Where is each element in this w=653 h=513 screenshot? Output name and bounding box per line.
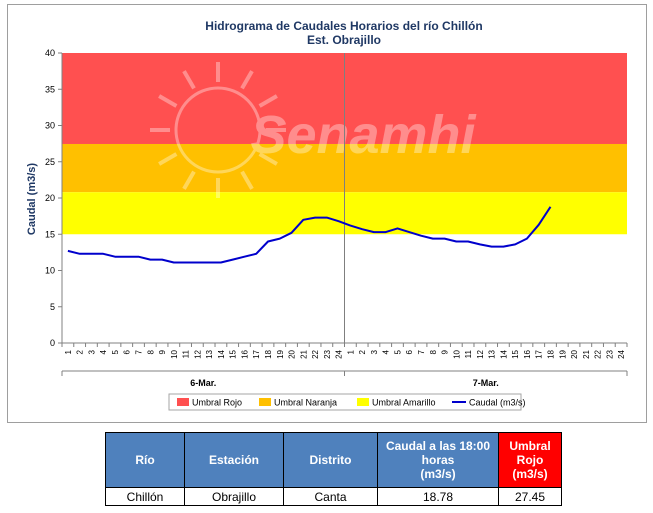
y-tick-label: 40 — [45, 48, 55, 58]
x-tick-label: 2 — [358, 349, 367, 354]
y-axis-label: Caudal (m3/s) — [26, 163, 38, 235]
header-caudal-unit: (m3/s) — [420, 467, 456, 481]
cell-rio: Chillón — [105, 487, 185, 506]
x-tick-label: 4 — [99, 349, 108, 354]
legend-box — [168, 393, 522, 411]
x-tick-label: 24 — [335, 349, 344, 358]
x-tick-label: 3 — [87, 349, 96, 354]
x-tick-label: 4 — [382, 349, 391, 354]
x-tick-label: 9 — [441, 349, 450, 354]
y-tick-label: 35 — [45, 84, 55, 94]
legend-label: Caudal (m3/s) — [469, 398, 526, 408]
x-tick-label: 9 — [158, 349, 167, 354]
x-tick-label: 12 — [476, 349, 485, 358]
x-tick-label: 1 — [346, 349, 355, 354]
chart-frame: Hidrograma de Caudales Horarios del río … — [7, 4, 647, 423]
x-tick-label: 6 — [405, 349, 414, 354]
x-tick-label: 23 — [605, 349, 614, 358]
y-tick-label: 20 — [45, 193, 55, 203]
x-tick-label: 5 — [111, 349, 120, 354]
x-tick-label: 19 — [558, 349, 567, 358]
legend-swatch — [259, 398, 271, 406]
y-tick-label: 30 — [45, 121, 55, 131]
x-tick-label: 10 — [170, 349, 179, 358]
x-tick-label: 22 — [311, 349, 320, 358]
x-tick-label: 17 — [535, 349, 544, 358]
x-tick-label: 2 — [76, 349, 85, 354]
legend-swatch — [177, 398, 189, 406]
header-umbral-rojo: Umbral Rojo (m3/s) — [498, 432, 562, 488]
y-tick-label: 5 — [50, 302, 55, 312]
header-caudal: Caudal a las 18:00 horas (m3/s) — [377, 432, 499, 488]
x-tick-label: 1 — [64, 349, 73, 354]
legend-label: Umbral Rojo — [192, 398, 242, 408]
x-tick-label: 15 — [229, 349, 238, 358]
x-tick-label: 20 — [570, 349, 579, 358]
x-tick-label: 18 — [264, 349, 273, 358]
senamhi-watermark: Senamhi — [150, 62, 477, 198]
x-tick-label: 14 — [217, 349, 226, 358]
x-tick-label: 11 — [464, 349, 473, 358]
x-tick-label: 22 — [594, 349, 603, 358]
x-tick-label: 13 — [205, 349, 214, 358]
y-tick-label: 10 — [45, 266, 55, 276]
cell-distrito: Canta — [283, 487, 378, 506]
x-tick-label: 3 — [370, 349, 379, 354]
x-tick-label: 21 — [299, 349, 308, 358]
day-label: 6-Mar. — [190, 378, 216, 388]
y-tick-label: 15 — [45, 229, 55, 239]
watermark-text: Senamhi — [250, 105, 476, 165]
chart-subtitle: Est. Obrajillo — [307, 33, 381, 47]
header-distrito: Distrito — [283, 432, 378, 488]
x-tick-label: 13 — [488, 349, 497, 358]
cell-umbral-rojo: 27.45 — [498, 487, 562, 506]
chart-title: Hidrograma de Caudales Horarios del río … — [205, 19, 482, 33]
x-tick-label: 8 — [146, 349, 155, 354]
summary-table: Río Estación Distrito Caudal a las 18:00… — [105, 432, 562, 506]
hydrograph-chart: Hidrograma de Caudales Horarios del río … — [26, 19, 628, 411]
table-row: Chillón Obrajillo Canta 18.78 27.45 — [105, 487, 562, 506]
header-rio: Río — [105, 432, 185, 488]
y-tick-label: 25 — [45, 157, 55, 167]
x-tick-label: 5 — [393, 349, 402, 354]
x-tick-label: 23 — [323, 349, 332, 358]
header-umbral-unit: (m3/s) — [512, 467, 548, 481]
x-tick-label: 19 — [276, 349, 285, 358]
x-tick-label: 17 — [252, 349, 261, 358]
x-tick-label: 6 — [123, 349, 132, 354]
x-tick-label: 7 — [417, 349, 426, 354]
cell-caudal: 18.78 — [377, 487, 499, 506]
legend-swatch — [357, 398, 369, 406]
x-tick-label: 12 — [193, 349, 202, 358]
x-tick-label: 15 — [511, 349, 520, 358]
x-tick-label: 16 — [523, 349, 532, 358]
x-tick-label: 18 — [546, 349, 555, 358]
x-tick-label: 21 — [582, 349, 591, 358]
y-tick-label: 0 — [50, 338, 55, 348]
x-tick-label: 10 — [452, 349, 461, 358]
cell-estacion: Obrajillo — [184, 487, 284, 506]
header-estacion: Estación — [184, 432, 284, 488]
x-tick-label: 16 — [240, 349, 249, 358]
series-line-caudal — [67, 206, 552, 264]
table-header-row: Río Estación Distrito Caudal a las 18:00… — [105, 432, 562, 488]
legend-label: Umbral Amarillo — [372, 398, 436, 408]
x-tick-label: 14 — [499, 349, 508, 358]
day-label: 7-Mar. — [473, 378, 499, 388]
x-tick-label: 11 — [182, 349, 191, 358]
x-tick-label: 24 — [617, 349, 626, 358]
x-tick-label: 7 — [135, 349, 144, 354]
x-tick-label: 8 — [429, 349, 438, 354]
x-tick-label: 20 — [288, 349, 297, 358]
legend-label: Umbral Naranja — [274, 398, 337, 408]
